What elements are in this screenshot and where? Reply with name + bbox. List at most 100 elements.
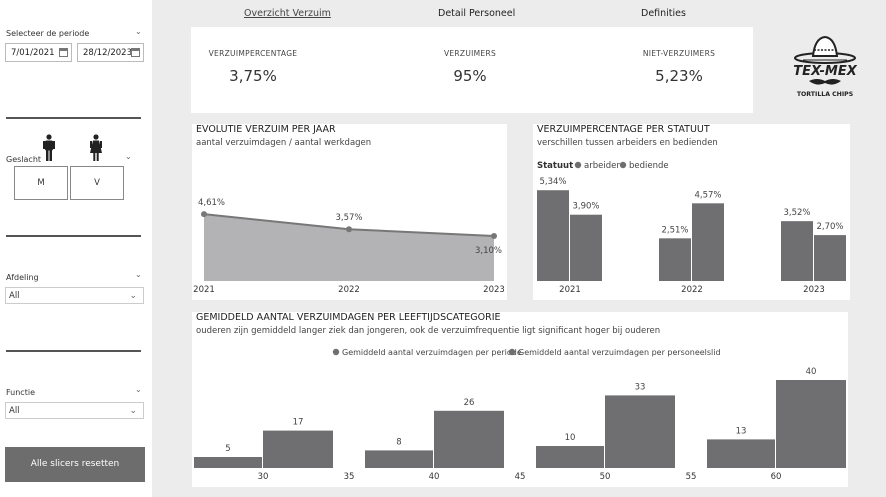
chart-subtitle: verschillen tussen arbeiders en bediende… <box>537 138 718 148</box>
chevron-down-icon[interactable]: ⌄ <box>135 27 142 36</box>
female-icon <box>90 134 102 161</box>
legend-title: Statuut <box>537 161 573 171</box>
data-label: 26 <box>464 398 475 408</box>
area-chart: 4,61% 2021 3,57% 2022 3,10% 2023 <box>193 198 505 295</box>
legend-label: arbeider <box>584 161 620 171</box>
bar <box>570 214 602 281</box>
gender-button-m[interactable]: M <box>14 166 68 200</box>
divider <box>6 117 141 119</box>
reset-slicers-button[interactable]: Alle slicers resetten <box>5 447 145 482</box>
date-start-input[interactable]: 7/01/2021 <box>5 43 72 62</box>
date-start-value: 7/01/2021 <box>11 48 55 58</box>
x-tick-label: 30 <box>258 472 269 482</box>
bar <box>814 235 846 281</box>
kpi-value-niet-verzuimers: 5,23% <box>655 67 703 85</box>
function-select[interactable]: All ⌄ <box>5 402 144 419</box>
bar <box>605 395 675 468</box>
bar <box>194 457 262 468</box>
chart-leeftijd-card: GEMIDDELD AANTAL VERZUIMDAGEN PER LEEFTI… <box>192 312 848 487</box>
bar-chart-statuut: Statuut arbeider bediende 5,34% 3,90% 2021 2,5… <box>537 161 846 295</box>
kpi-label-verzuimers: VERZUIMERS <box>443 49 497 58</box>
area-fill <box>204 214 494 281</box>
data-label: 3,10% <box>475 246 502 256</box>
kpi-value-verzuimers: 95% <box>453 67 487 85</box>
bar-chart-leeftijd: Gemiddeld aantal verzuimdagen per period… <box>194 348 846 482</box>
chevron-down-icon[interactable]: ⌄ <box>125 152 132 161</box>
chart-evolutie-card: EVOLUTIE VERZUIM PER JAAR aantal verzuim… <box>192 124 507 300</box>
data-label: 3,90% <box>572 202 599 212</box>
function-value: All <box>9 406 20 416</box>
divider <box>6 235 141 237</box>
tab-detail-personeel[interactable]: Detail Personeel <box>438 8 516 19</box>
legend-label: Gemiddeld aantal verzuimdagen per period… <box>342 348 522 357</box>
legend-marker <box>332 348 340 356</box>
chevron-down-icon[interactable]: ⌄ <box>135 270 142 279</box>
bar <box>659 238 691 281</box>
tex-mex-logo: TEX-MEX TORTILLA CHIPS <box>793 35 858 98</box>
data-label: 4,61% <box>198 198 225 208</box>
data-label: 8 <box>396 437 401 447</box>
legend-marker <box>508 348 516 356</box>
bar <box>434 410 504 468</box>
calendar-icon[interactable] <box>59 48 68 57</box>
data-label: 2,70% <box>816 222 843 232</box>
x-tick-label: 45 <box>515 472 526 482</box>
logo-text-2: TORTILLA CHIPS <box>797 91 853 98</box>
data-label: 5 <box>225 444 230 454</box>
x-tick-label: 2022 <box>681 285 703 295</box>
calendar-icon[interactable] <box>131 48 140 57</box>
x-tick-label: 60 <box>771 472 782 482</box>
chevron-down-icon[interactable]: ⌄ <box>135 385 142 394</box>
period-label: Selecteer de periode <box>6 29 90 38</box>
bar <box>365 450 433 468</box>
chevron-down-icon[interactable]: ⌄ <box>129 291 137 301</box>
chart-title: GEMIDDELD AANTAL VERZUIMDAGEN PER LEEFTI… <box>196 312 501 323</box>
data-point <box>201 211 207 218</box>
data-label: 10 <box>565 433 576 443</box>
x-tick-label: 50 <box>600 472 611 482</box>
chart-title: VERZUIMPERCENTAGE PER STATUUT <box>537 124 710 135</box>
sidebar: Selecteer de periode ⌄ 7/01/2021 28/12/2… <box>0 0 152 497</box>
tab-definities[interactable]: Definities <box>641 8 686 19</box>
bar <box>776 380 846 468</box>
legend-marker <box>619 161 627 169</box>
x-tick-label: 2021 <box>559 285 581 295</box>
data-label: 13 <box>736 426 747 436</box>
chart-statuut-card: VERZUIMPERCENTAGE PER STATUUT verschille… <box>533 124 850 300</box>
data-label: 2,51% <box>661 225 688 235</box>
x-tick-label: 2022 <box>338 285 360 295</box>
data-label: 4,57% <box>694 190 721 200</box>
data-label: 33 <box>635 382 646 392</box>
bar <box>707 439 775 468</box>
x-tick-label: 40 <box>429 472 440 482</box>
data-point <box>346 226 352 233</box>
bar <box>536 446 604 468</box>
legend-label: Gemiddeld aantal verzuimdagen per person… <box>518 348 721 357</box>
logo-text-1: TEX-MEX <box>793 64 857 79</box>
data-label: 17 <box>293 418 304 428</box>
tab-overzicht-verzuim[interactable]: Overzicht Verzuim <box>244 8 331 19</box>
legend-marker <box>574 161 582 169</box>
chevron-down-icon[interactable]: ⌄ <box>129 406 137 416</box>
bar <box>537 190 569 281</box>
kpi-label-verzuimpercentage: VERZUIMPERCENTAGE <box>208 49 298 58</box>
chart-subtitle: ouderen zijn gemiddeld langer ziek dan j… <box>196 326 661 336</box>
data-point <box>491 233 497 240</box>
data-label: 5,34% <box>539 177 566 187</box>
x-tick-label: 35 <box>344 472 355 482</box>
gender-button-v[interactable]: V <box>70 166 124 200</box>
gender-label: Geslacht <box>6 155 42 164</box>
data-label: 40 <box>806 367 817 377</box>
x-tick-label: 55 <box>686 472 697 482</box>
data-label: 3,57% <box>335 213 362 223</box>
chart-subtitle: aantal verzuimdagen / aantal werkdagen <box>196 138 372 148</box>
data-label: 3,52% <box>783 208 810 218</box>
x-tick-label: 2021 <box>193 285 215 295</box>
date-end-input[interactable]: 28/12/2023 <box>77 43 144 62</box>
male-icon <box>43 134 55 161</box>
department-select[interactable]: All ⌄ <box>5 287 144 304</box>
department-value: All <box>9 291 20 301</box>
legend-label: bediende <box>629 161 669 171</box>
kpi-card: VERZUIMPERCENTAGE 3,75% VERZUIMERS 95% N… <box>191 27 753 113</box>
bar <box>692 203 724 281</box>
